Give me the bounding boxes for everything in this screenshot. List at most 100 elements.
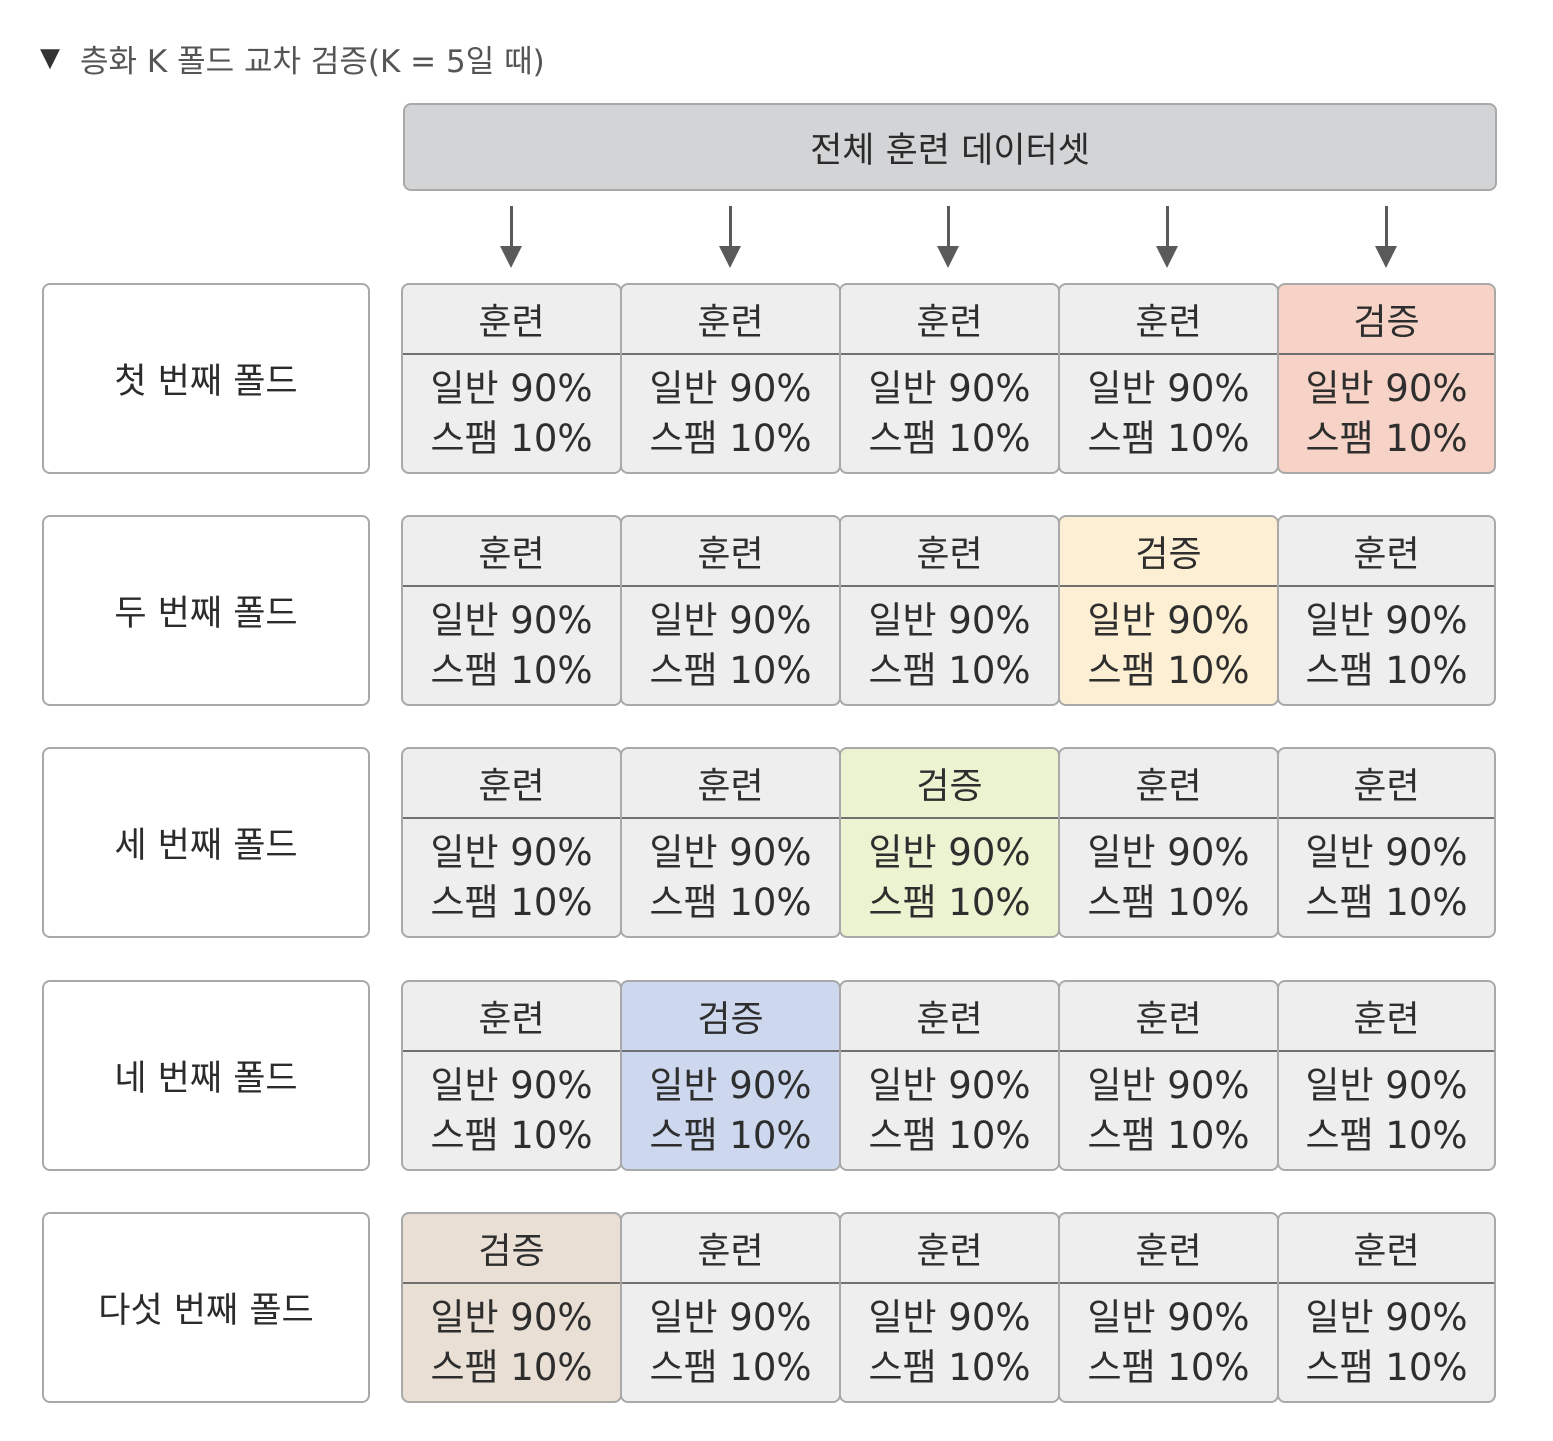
normal-ratio-text: 일반 90% (868, 598, 1031, 642)
class-ratio: 일반 90% 스팸 10% (403, 587, 620, 704)
fold-label: 세 번째 폴드 (42, 747, 370, 938)
fold-label-text: 두 번째 폴드 (114, 594, 298, 634)
fold-label: 네 번째 폴드 (42, 980, 370, 1171)
split-role-label: 검증 (622, 982, 839, 1052)
spam-ratio-text: 스팸 10% (1087, 648, 1250, 692)
split-role-label: 훈련 (1279, 1214, 1494, 1284)
training-split-cell: 훈련 일반 90% 스팸 10% (1058, 980, 1279, 1171)
training-split-cell: 훈련 일반 90% 스팸 10% (839, 283, 1060, 474)
class-ratio: 일반 90% 스팸 10% (622, 819, 839, 936)
training-split-cell: 훈련 일반 90% 스팸 10% (1058, 747, 1279, 938)
split-role-label: 훈련 (403, 285, 620, 355)
split-role-label: 훈련 (622, 749, 839, 819)
class-ratio: 일반 90% 스팸 10% (403, 1284, 620, 1401)
down-arrow-icon (1371, 206, 1401, 268)
down-arrow-icon (933, 206, 963, 268)
class-ratio: 일반 90% 스팸 10% (841, 1284, 1058, 1401)
normal-ratio-text: 일반 90% (1087, 1063, 1250, 1107)
split-role-label: 훈련 (1279, 982, 1494, 1052)
spam-ratio-text: 스팸 10% (649, 416, 812, 460)
spam-ratio-text: 스팸 10% (649, 648, 812, 692)
training-split-cell: 훈련 일반 90% 스팸 10% (1277, 1212, 1496, 1403)
normal-ratio-text: 일반 90% (1087, 1295, 1250, 1339)
normal-ratio-text: 일반 90% (1087, 598, 1250, 642)
triangle-down-icon: ▼ (40, 43, 60, 73)
spam-ratio-text: 스팸 10% (1305, 648, 1468, 692)
split-role-label: 훈련 (1279, 517, 1494, 587)
normal-ratio-text: 일반 90% (649, 1295, 812, 1339)
split-role-label: 검증 (1060, 517, 1277, 587)
class-ratio: 일반 90% 스팸 10% (841, 819, 1058, 936)
split-role-label: 훈련 (841, 285, 1058, 355)
training-split-cell: 훈련 일반 90% 스팸 10% (401, 747, 622, 938)
split-role-label: 훈련 (622, 1214, 839, 1284)
spam-ratio-text: 스팸 10% (649, 1345, 812, 1389)
figure-caption: ▼ 층화 K 폴드 교차 검증(K = 5일 때) (40, 36, 545, 80)
class-ratio: 일반 90% 스팸 10% (403, 819, 620, 936)
class-ratio: 일반 90% 스팸 10% (403, 1052, 620, 1169)
split-role-label: 훈련 (622, 285, 839, 355)
normal-ratio-text: 일반 90% (868, 830, 1031, 874)
fold-label-text: 네 번째 폴드 (114, 1059, 298, 1099)
spam-ratio-text: 스팸 10% (1305, 1113, 1468, 1157)
fold-label: 첫 번째 폴드 (42, 283, 370, 474)
dataset-label: 전체 훈련 데이터셋 (810, 130, 1090, 171)
validation-split-cell: 검증 일반 90% 스팸 10% (839, 747, 1060, 938)
split-role-label: 검증 (403, 1214, 620, 1284)
class-ratio: 일반 90% 스팸 10% (622, 1052, 839, 1169)
class-ratio: 일반 90% 스팸 10% (1279, 1052, 1494, 1169)
split-role-label: 훈련 (841, 517, 1058, 587)
full-training-dataset-box: 전체 훈련 데이터셋 (403, 103, 1497, 191)
down-arrow-icon (715, 206, 745, 268)
normal-ratio-text: 일반 90% (1087, 366, 1250, 410)
split-role-label: 훈련 (1060, 749, 1277, 819)
normal-ratio-text: 일반 90% (649, 1063, 812, 1107)
class-ratio: 일반 90% 스팸 10% (1060, 1284, 1277, 1401)
normal-ratio-text: 일반 90% (430, 366, 593, 410)
spam-ratio-text: 스팸 10% (1305, 880, 1468, 924)
class-ratio: 일반 90% 스팸 10% (1279, 587, 1494, 704)
spam-ratio-text: 스팸 10% (868, 1345, 1031, 1389)
spam-ratio-text: 스팸 10% (868, 648, 1031, 692)
fold-label: 두 번째 폴드 (42, 515, 370, 706)
spam-ratio-text: 스팸 10% (430, 1113, 593, 1157)
spam-ratio-text: 스팸 10% (649, 880, 812, 924)
class-ratio: 일반 90% 스팸 10% (1060, 1052, 1277, 1169)
spam-ratio-text: 스팸 10% (430, 1345, 593, 1389)
split-role-label: 훈련 (403, 749, 620, 819)
normal-ratio-text: 일반 90% (430, 1295, 593, 1339)
caption-text: 층화 K 폴드 교차 검증(K = 5일 때) (80, 43, 545, 80)
class-ratio: 일반 90% 스팸 10% (1279, 1284, 1494, 1401)
spam-ratio-text: 스팸 10% (1305, 416, 1468, 460)
split-role-label: 훈련 (1279, 749, 1494, 819)
normal-ratio-text: 일반 90% (430, 1063, 593, 1107)
down-arrow-icon (1152, 206, 1182, 268)
spam-ratio-text: 스팸 10% (1087, 1345, 1250, 1389)
spam-ratio-text: 스팸 10% (868, 416, 1031, 460)
split-role-label: 검증 (1279, 285, 1494, 355)
spam-ratio-text: 스팸 10% (430, 648, 593, 692)
split-role-label: 훈련 (841, 1214, 1058, 1284)
normal-ratio-text: 일반 90% (430, 598, 593, 642)
spam-ratio-text: 스팸 10% (430, 880, 593, 924)
normal-ratio-text: 일반 90% (868, 1063, 1031, 1107)
training-split-cell: 훈련 일반 90% 스팸 10% (839, 980, 1060, 1171)
split-role-label: 훈련 (403, 517, 620, 587)
class-ratio: 일반 90% 스팸 10% (1060, 355, 1277, 472)
normal-ratio-text: 일반 90% (1305, 1063, 1468, 1107)
training-split-cell: 훈련 일반 90% 스팸 10% (839, 1212, 1060, 1403)
class-ratio: 일반 90% 스팸 10% (1060, 819, 1277, 936)
class-ratio: 일반 90% 스팸 10% (622, 587, 839, 704)
split-role-label: 훈련 (1060, 1214, 1277, 1284)
normal-ratio-text: 일반 90% (1305, 830, 1468, 874)
spam-ratio-text: 스팸 10% (1087, 880, 1250, 924)
spam-ratio-text: 스팸 10% (649, 1113, 812, 1157)
training-split-cell: 훈련 일반 90% 스팸 10% (401, 980, 622, 1171)
training-split-cell: 훈련 일반 90% 스팸 10% (1277, 515, 1496, 706)
class-ratio: 일반 90% 스팸 10% (841, 587, 1058, 704)
